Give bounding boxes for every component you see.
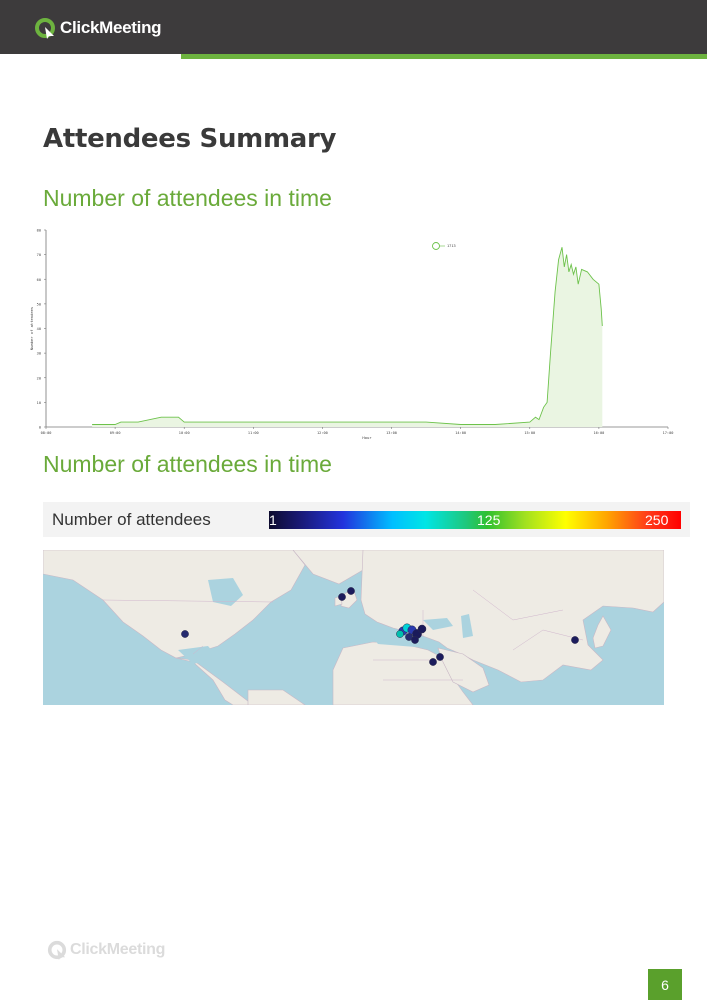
- section-title-attendees-map: Number of attendees in time: [43, 451, 332, 477]
- borders: [102, 589, 584, 681]
- marker-south-korea: [571, 636, 579, 644]
- color-scale-tick-mid: 125: [477, 512, 501, 528]
- y-tick-label: 40: [37, 327, 41, 331]
- header-accent-stripe: [181, 54, 707, 59]
- land-eurasia: [360, 550, 664, 683]
- marker-iraq: [436, 653, 444, 661]
- y-axis-label: Number of attendees: [29, 307, 34, 350]
- marker-greece-3: [396, 630, 404, 638]
- header-bar: ClickMeeting: [0, 0, 707, 54]
- x-tick-label: 11:00: [248, 431, 259, 435]
- y-tick-label: 60: [37, 278, 41, 282]
- marker-ireland: [338, 593, 346, 601]
- series-area: [92, 247, 603, 427]
- attendees-chart: 0 10 20 30 40 50 60 70 80 08:00 09:00 10:00 11:00 12:…: [28, 222, 682, 444]
- page-title: Attendees Summary: [43, 124, 337, 154]
- page-number: 6: [648, 969, 682, 1000]
- land-central-america: [175, 657, 254, 705]
- clickmeeting-logo-icon: [35, 18, 55, 39]
- land-north-america: [43, 550, 306, 659]
- color-scale-tick-max: 250: [645, 512, 669, 528]
- x-tick-label: 15:00: [524, 431, 535, 435]
- x-tick-label: 17:00: [663, 431, 674, 435]
- legend-label: 1713: [447, 244, 456, 248]
- y-tick-label: 0: [39, 426, 41, 430]
- series-line: [92, 247, 603, 425]
- y-tick-label: 80: [37, 229, 41, 233]
- legend-marker: [432, 242, 440, 250]
- x-axis-label: Hour: [362, 435, 372, 440]
- gulf-of-mexico: [178, 646, 218, 664]
- black-sea: [423, 618, 453, 630]
- marker-israel: [429, 658, 437, 666]
- x-tick-label: 10:00: [179, 431, 190, 435]
- y-tick-label: 30: [37, 352, 41, 356]
- land-south-america: [247, 689, 306, 705]
- land-masses: [43, 550, 664, 705]
- land-japan: [592, 615, 612, 649]
- marker-turkey-3: [417, 624, 427, 634]
- land-arabia: [437, 647, 490, 693]
- y-tick-label: 20: [37, 376, 41, 380]
- mediterranean-sea: [369, 630, 435, 648]
- marker-turkey-5: [411, 636, 419, 644]
- footer-logo-text: ClickMeeting: [70, 941, 166, 958]
- logo-text: ClickMeeting: [60, 18, 162, 37]
- attendee-markers: [181, 587, 579, 666]
- attendees-chart-svg: 0 10 20 30 40 50 60 70 80 08:00 09:00 10:00 11:00 12:…: [29, 229, 674, 441]
- x-tick-label: 08:00: [41, 431, 52, 435]
- marker-usa: [181, 630, 189, 638]
- color-scale: 1 125 250: [269, 511, 681, 529]
- world-map[interactable]: [43, 550, 664, 705]
- y-tick-label: 10: [37, 401, 41, 405]
- world-map-svg: [43, 550, 664, 705]
- color-scale-tick-min: 1: [269, 512, 277, 528]
- legend-label: Number of attendees: [52, 510, 211, 529]
- caspian-sea: [461, 614, 473, 638]
- land-greenland: [292, 550, 374, 585]
- x-tick-label: 12:00: [317, 431, 328, 435]
- section-title-attendees-time: Number of attendees in time: [43, 185, 332, 211]
- attendees-legend-bar: Number of attendees 1 125 250: [43, 502, 690, 537]
- x-tick-label: 16:00: [593, 431, 604, 435]
- inland-waters: [178, 578, 473, 664]
- y-tick-label: 50: [37, 302, 41, 306]
- footer-logo-icon: [47, 940, 67, 960]
- footer-logo: ClickMeeting: [47, 940, 165, 960]
- clickmeeting-logo[interactable]: ClickMeeting: [34, 15, 162, 41]
- marker-uk: [347, 587, 355, 595]
- y-tick-label: 70: [37, 253, 41, 257]
- x-tick-label: 14:00: [455, 431, 466, 435]
- x-tick-label: 09:00: [110, 431, 121, 435]
- hudson-bay: [208, 578, 243, 606]
- x-tick-label: 13:00: [386, 431, 397, 435]
